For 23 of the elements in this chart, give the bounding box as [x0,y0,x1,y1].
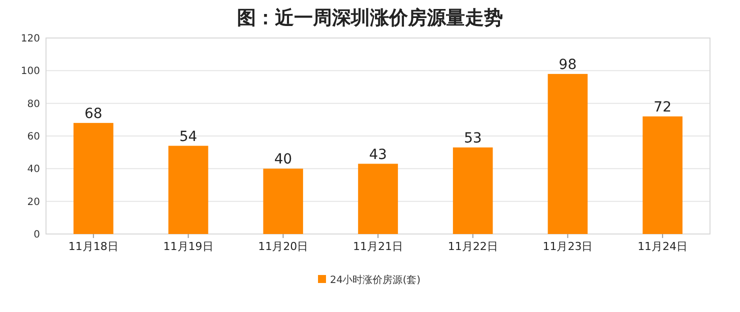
y-tick-label: 120 [20,34,40,44]
x-tick-label: 11月19日 [163,240,214,253]
data-label: 40 [274,152,292,168]
x-tick-label: 11月21日 [353,240,403,253]
chart-title: 图：近一周深圳涨价房源量走势 [237,7,503,29]
data-label: 98 [558,56,577,73]
x-tick-label: 11月23日 [542,240,593,253]
y-tick-label: 40 [27,164,40,176]
data-label: 53 [464,130,482,146]
data-label: 43 [369,146,387,163]
x-tick-label: 11月22日 [448,240,498,253]
x-tick-label: 11月20日 [258,240,308,253]
legend-label: 24小时涨价房源(套) [330,274,421,286]
data-label: 68 [84,106,102,122]
y-tick-label: 20 [27,196,40,208]
y-tick-label: 0 [34,230,40,240]
x-tick-label: 11月18日 [68,240,118,253]
data-label: 54 [179,128,198,145]
y-tick-label: 100 [20,66,40,78]
y-tick-label: 80 [27,98,40,110]
x-tick-label: 11月24日 [638,240,688,253]
data-label: 72 [654,99,672,116]
y-tick-label: 60 [27,132,40,142]
